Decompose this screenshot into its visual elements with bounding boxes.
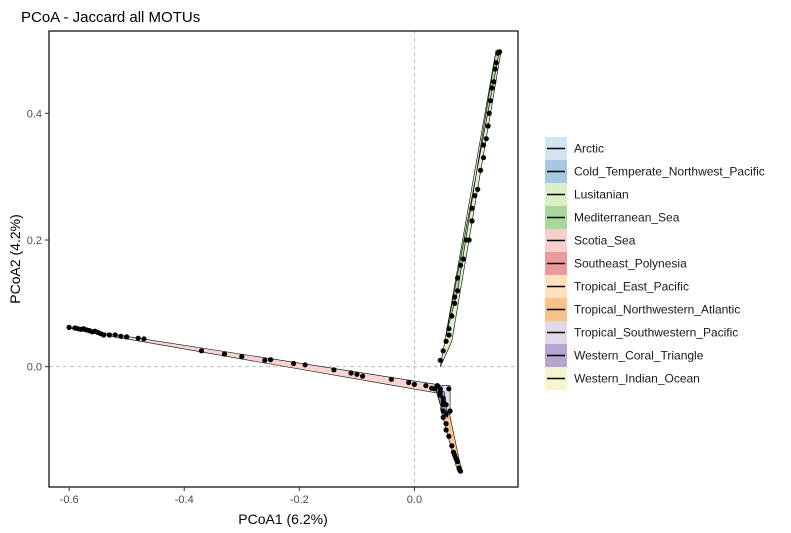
point-lusitanian-10 bbox=[480, 155, 487, 161]
point-scotia-sea-20 bbox=[239, 353, 245, 360]
y-axis-title: PCoA2 (4.2%) bbox=[7, 214, 23, 303]
x-tick-label: -0.2 bbox=[290, 494, 309, 506]
point-mediterranean-sea-11 bbox=[487, 98, 493, 104]
point-western-coral-triangle-2 bbox=[443, 411, 449, 417]
legend-label-cold-temperate-northwest-pacific: Cold_Temperate_Northwest_Pacific bbox=[574, 165, 765, 179]
point-scotia-sea-26 bbox=[348, 370, 354, 376]
point-scotia-sea-29 bbox=[388, 376, 394, 382]
point-mediterranean-sea-2 bbox=[452, 294, 458, 300]
legend-label-scotia-sea: Scotia_Sea bbox=[574, 234, 636, 248]
point-scotia-sea-17 bbox=[141, 336, 147, 342]
point-scotia-sea-24 bbox=[302, 362, 308, 368]
point-scotia-sea-19 bbox=[221, 351, 228, 357]
point-mediterranean-sea-10 bbox=[485, 123, 491, 129]
legend: Arctic Cold_Temperate_Northwest_Pacific Lu… bbox=[545, 137, 765, 390]
point-lusitanian-6 bbox=[460, 256, 466, 262]
point-scotia-sea-22 bbox=[268, 357, 274, 363]
legend-label-tropical-east-pacific: Tropical_East_Pacific bbox=[574, 280, 689, 294]
y-tick-label: 0.4 bbox=[27, 108, 42, 120]
legend-label-tropical-southwestern-pacific: Tropical_Southwestern_Pacific bbox=[574, 326, 738, 340]
point-scotia-sea-14 bbox=[118, 333, 124, 339]
point-tropical-southwestern-pacific-5 bbox=[447, 408, 453, 414]
point-mediterranean-sea-6 bbox=[469, 205, 475, 211]
point-mediterranean-sea-14 bbox=[497, 49, 503, 55]
x-axis-title: PCoA1 (6.2%) bbox=[238, 511, 327, 527]
point-western-coral-triangle-1 bbox=[440, 402, 446, 408]
point-mediterranean-sea-4 bbox=[457, 262, 464, 268]
point-scotia-sea-12 bbox=[106, 332, 112, 338]
point-mediterranean-sea-1 bbox=[449, 313, 455, 319]
point-scotia-sea-28 bbox=[360, 373, 366, 379]
point-scotia-sea-0 bbox=[66, 324, 72, 330]
hull-mediterranean-sea bbox=[445, 49, 500, 336]
point-lusitanian-12 bbox=[486, 110, 492, 116]
point-scotia-sea-15 bbox=[124, 334, 130, 340]
point-scotia-sea-13 bbox=[112, 332, 118, 338]
point-mediterranean-sea-12 bbox=[491, 79, 497, 85]
plot-area: -0.6 -0.4 -0.2 0.0 0.0 0.2 0.4 bbox=[27, 30, 519, 506]
point-mediterranean-sea-13 bbox=[493, 60, 499, 66]
x-tick-label: -0.4 bbox=[175, 494, 194, 506]
point-scotia-sea-11 bbox=[101, 332, 107, 338]
point-mediterranean-sea-7 bbox=[472, 193, 478, 199]
x-tick-label: -0.6 bbox=[60, 494, 79, 506]
legend-label-lusitanian: Lusitanian bbox=[574, 188, 629, 202]
point-tropical-northwestern-atlantic-3 bbox=[449, 443, 455, 449]
point-tropical-northwestern-atlantic-1 bbox=[443, 421, 449, 427]
legend-label-tropical-northwestern-atlantic: Tropical_Northwestern_Atlantic bbox=[574, 303, 740, 317]
y-tick-label: 0.2 bbox=[27, 235, 42, 247]
point-tropical-northwestern-atlantic-9 bbox=[457, 468, 464, 474]
point-lusitanian-1 bbox=[440, 348, 446, 354]
point-scotia-sea-23 bbox=[291, 360, 297, 367]
point-scotia-sea-18 bbox=[198, 348, 205, 354]
point-mediterranean-sea-3 bbox=[455, 275, 461, 281]
plot-border bbox=[48, 30, 519, 488]
point-lusitanian-11 bbox=[483, 136, 489, 142]
legend-label-western-indian-ocean: Western_Indian_Ocean bbox=[574, 372, 700, 386]
point-tropical-southwestern-pacific-0 bbox=[434, 383, 440, 389]
point-scotia-sea-31 bbox=[411, 381, 417, 387]
point-tropical-northwestern-atlantic-7 bbox=[455, 459, 461, 465]
point-scotia-sea-25 bbox=[331, 367, 337, 373]
point-scotia-sea-30 bbox=[406, 379, 412, 386]
point-scotia-sea-27 bbox=[354, 371, 360, 377]
point-mediterranean-sea-0 bbox=[446, 332, 452, 338]
legend-label-western-coral-triangle: Western_Coral_Triangle bbox=[574, 349, 704, 363]
legend-label-arctic: Arctic bbox=[574, 142, 604, 156]
point-scotia-sea-32 bbox=[423, 383, 429, 389]
legend-label-southeast-polynesia: Southeast_Polynesia bbox=[574, 257, 687, 271]
point-scotia-sea-16 bbox=[135, 335, 141, 341]
point-tropical-southwestern-pacific-4 bbox=[446, 386, 452, 392]
point-tropical-northwestern-atlantic-2 bbox=[446, 433, 452, 439]
point-lusitanian-9 bbox=[475, 186, 481, 192]
point-lusitanian-5 bbox=[455, 288, 461, 294]
point-mediterranean-sea-5 bbox=[463, 237, 469, 243]
point-mediterranean-sea-8 bbox=[478, 167, 484, 173]
x-tick-label: 0.0 bbox=[407, 494, 422, 506]
point-lusitanian-4 bbox=[452, 300, 458, 306]
point-western-indian-ocean-0 bbox=[440, 395, 446, 401]
point-scotia-sea-21 bbox=[262, 357, 268, 363]
point-lusitanian-0 bbox=[437, 357, 443, 363]
y-tick-label: 0.0 bbox=[27, 362, 42, 374]
point-mediterranean-sea-9 bbox=[480, 142, 487, 148]
point-lusitanian-8 bbox=[469, 218, 475, 224]
point-lusitanian-3 bbox=[446, 326, 452, 332]
point-lusitanian-2 bbox=[443, 338, 449, 344]
point-lusitanian-14 bbox=[492, 66, 498, 72]
chart-title: PCoA - Jaccard all MOTUs bbox=[21, 9, 200, 26]
point-tropical-east-pacific-1 bbox=[443, 427, 449, 433]
point-lusitanian-13 bbox=[489, 85, 495, 91]
legend-label-mediterranean-sea: Mediterranean_Sea bbox=[574, 211, 680, 225]
